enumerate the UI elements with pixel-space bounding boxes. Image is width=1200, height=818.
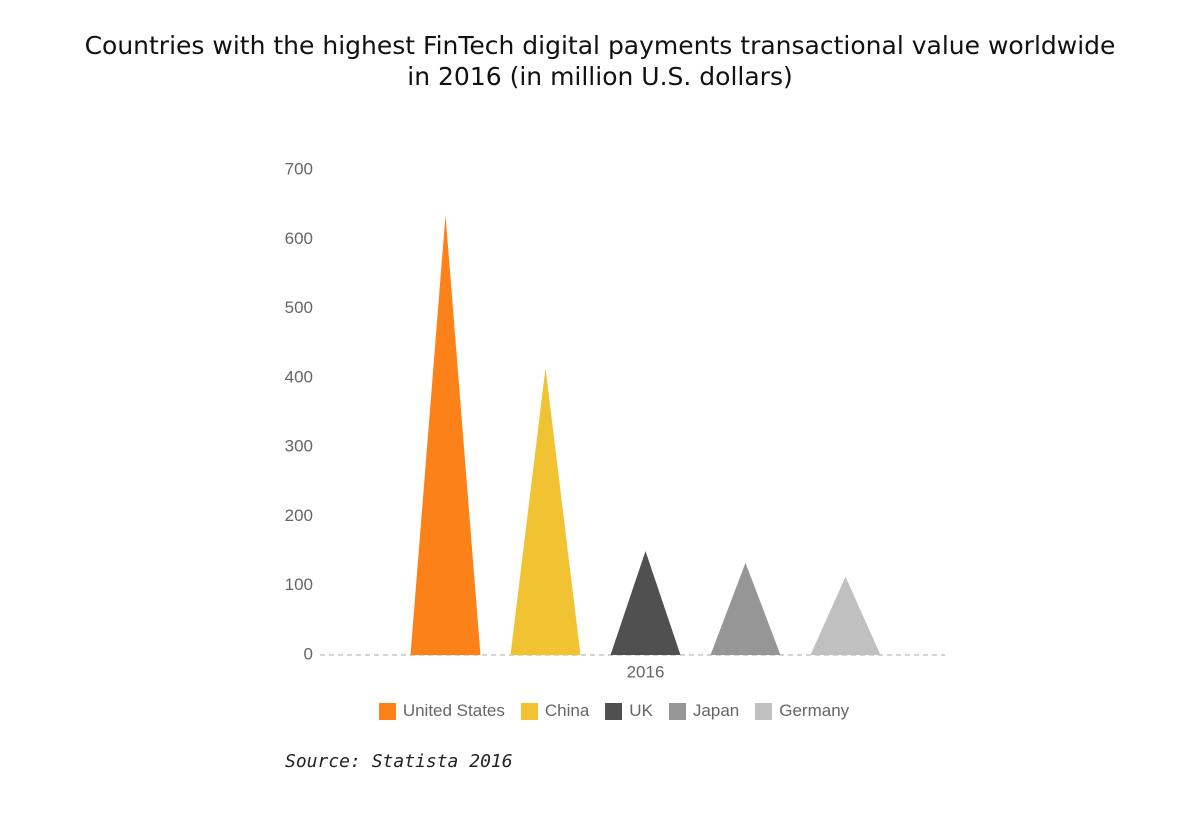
x-tick-label: 2016 <box>627 662 665 681</box>
legend-label: UK <box>629 701 653 720</box>
y-tick-label: 200 <box>285 506 313 525</box>
legend-label: United States <box>402 701 505 720</box>
legend-item: UK <box>605 701 653 721</box>
legend-label: Germany <box>779 701 850 720</box>
legend-item: Japan <box>668 701 740 721</box>
legend-swatch <box>520 702 538 720</box>
legend-swatch <box>378 702 396 720</box>
legend-swatch <box>605 702 623 720</box>
legend-item: Germany <box>755 701 849 721</box>
legend-item: United States <box>378 701 505 721</box>
bar <box>710 562 781 655</box>
y-tick-label: 700 <box>285 159 313 178</box>
legend-swatch <box>755 702 773 720</box>
y-tick-label: 0 <box>304 644 313 663</box>
bar <box>810 576 881 655</box>
bar <box>610 551 681 655</box>
legend: United States China UK Japan Germany <box>0 701 1200 721</box>
bar <box>410 215 481 656</box>
legend-swatch <box>668 702 686 720</box>
bar <box>510 368 581 655</box>
legend-item: China <box>520 701 590 721</box>
y-tick-label: 500 <box>285 298 313 317</box>
y-tick-label: 400 <box>285 367 313 386</box>
source: Source: Statista 2016 <box>285 751 513 772</box>
y-tick-label: 600 <box>285 229 313 248</box>
y-tick-label: 100 <box>285 575 313 594</box>
chart-title: Countries with the highest FinTech digit… <box>84 31 1116 91</box>
legend-label: Japan <box>692 701 740 720</box>
legend-label: China <box>544 701 590 720</box>
y-tick-label: 300 <box>285 437 313 456</box>
